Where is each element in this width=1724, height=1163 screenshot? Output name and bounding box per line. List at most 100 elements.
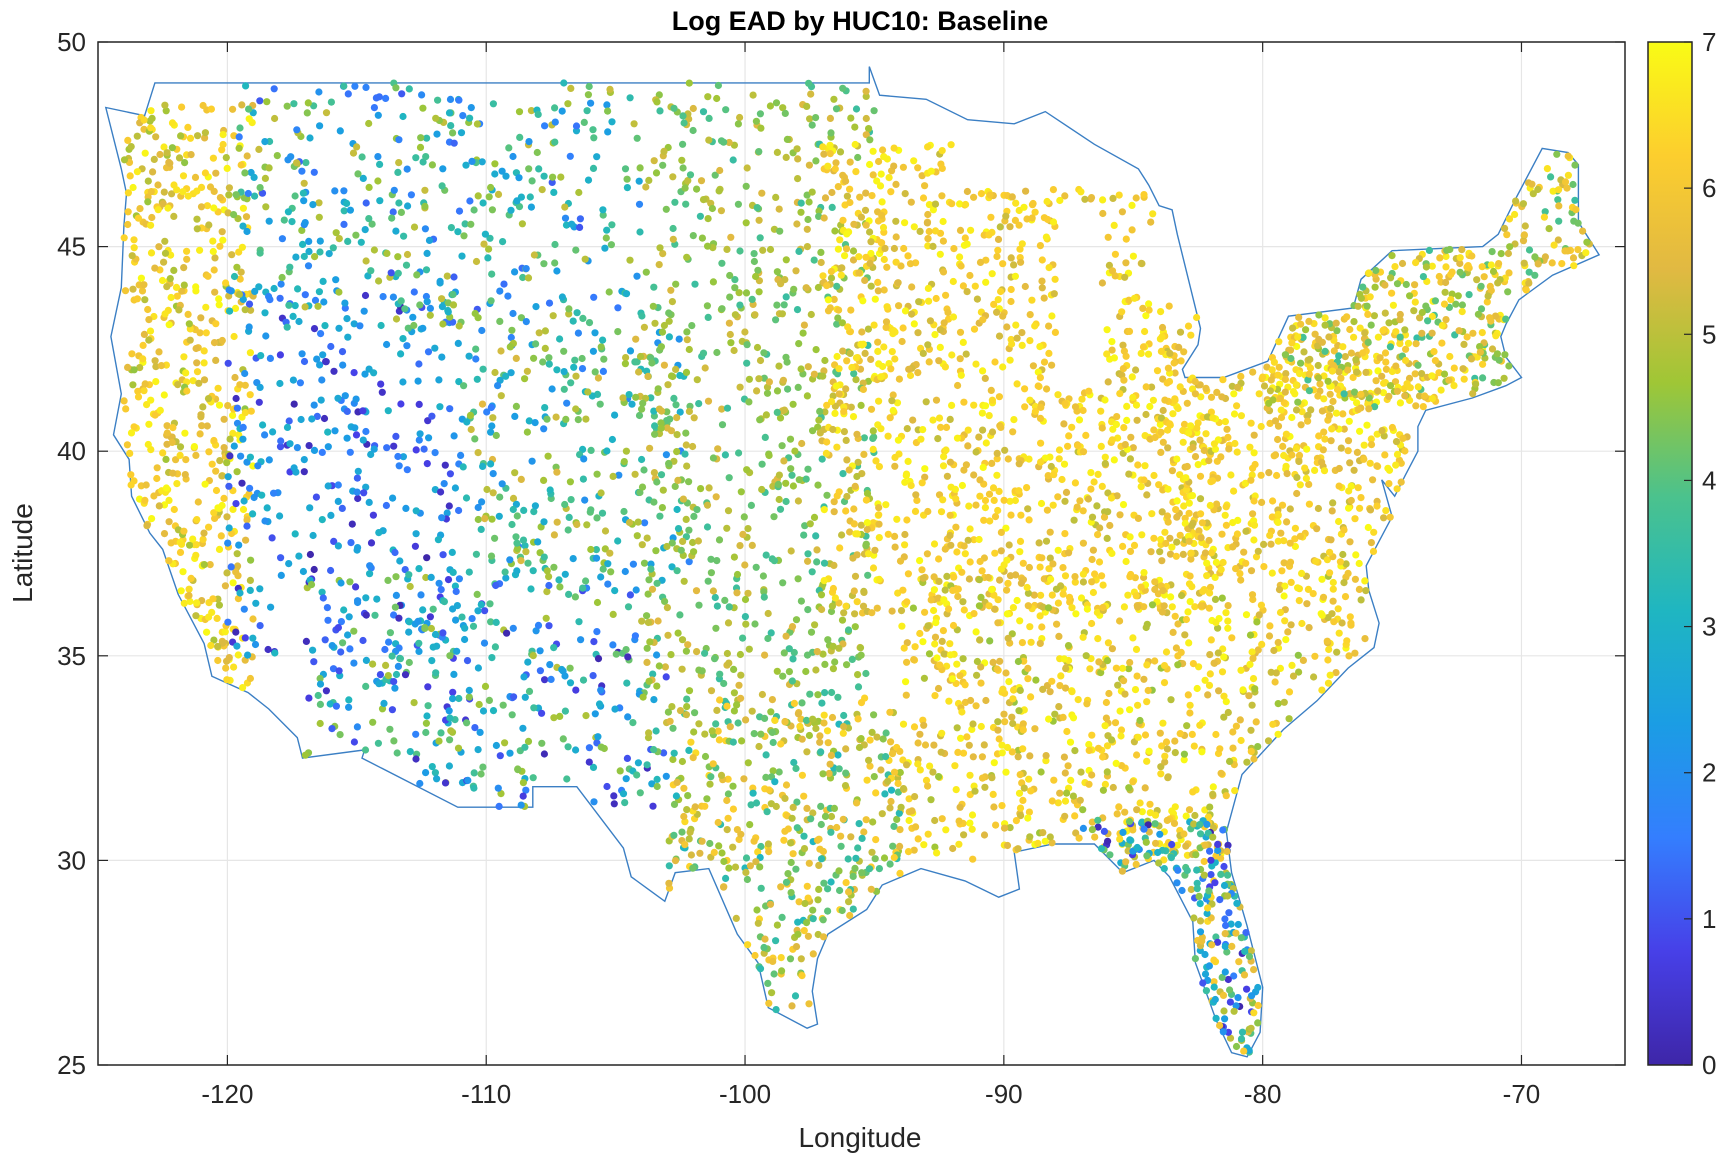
data-point <box>1303 600 1311 608</box>
data-point <box>852 105 861 113</box>
data-point <box>609 641 617 649</box>
data-point <box>780 836 788 844</box>
data-point <box>340 220 348 228</box>
data-point <box>168 438 176 446</box>
data-point <box>800 321 809 329</box>
data-point <box>316 122 324 130</box>
data-point <box>1079 633 1087 641</box>
data-point <box>693 376 701 384</box>
data-point <box>222 279 230 287</box>
data-point <box>755 375 763 383</box>
data-point <box>878 211 886 219</box>
data-point <box>1122 235 1130 243</box>
data-point <box>953 548 961 556</box>
data-point <box>1108 736 1116 744</box>
data-point <box>1088 578 1096 586</box>
data-point <box>678 757 687 766</box>
data-point <box>300 179 308 187</box>
data-point <box>445 109 454 117</box>
data-point <box>957 371 965 379</box>
data-point <box>973 657 982 666</box>
data-point <box>861 349 869 357</box>
data-point <box>1206 803 1214 811</box>
data-point <box>676 707 685 715</box>
data-point <box>1054 546 1062 554</box>
data-point <box>1136 799 1144 807</box>
data-point <box>144 305 152 314</box>
data-point <box>1009 719 1017 728</box>
data-point <box>1012 817 1021 825</box>
data-point <box>680 119 688 127</box>
data-point <box>1027 693 1035 701</box>
data-point <box>1108 346 1116 354</box>
data-point <box>1189 788 1197 796</box>
data-point <box>574 416 582 424</box>
data-point <box>564 100 572 108</box>
data-point <box>543 588 551 596</box>
data-point <box>639 399 647 407</box>
data-point <box>1093 502 1101 510</box>
data-point <box>1117 732 1125 740</box>
data-point <box>1121 690 1129 698</box>
data-point <box>496 493 504 501</box>
data-point <box>733 570 742 579</box>
data-point <box>374 739 382 747</box>
data-point <box>592 554 601 562</box>
data-point <box>192 344 200 353</box>
data-point <box>861 206 870 214</box>
data-point <box>896 869 904 878</box>
data-point <box>309 201 317 209</box>
data-point <box>214 656 222 665</box>
data-point <box>453 647 461 655</box>
data-point <box>1017 579 1025 587</box>
data-point <box>218 146 226 154</box>
data-point <box>184 310 192 318</box>
data-point <box>911 793 919 801</box>
data-point <box>509 505 517 514</box>
data-point <box>1226 757 1234 766</box>
data-point <box>392 591 400 600</box>
data-point <box>742 716 750 724</box>
data-point <box>436 277 444 285</box>
data-point <box>1087 469 1095 477</box>
data-point <box>751 311 759 319</box>
data-point <box>634 759 643 767</box>
data-point <box>803 225 811 233</box>
data-point <box>1049 218 1058 226</box>
data-point <box>1246 631 1255 639</box>
data-point <box>1248 648 1256 656</box>
data-point <box>711 655 719 663</box>
data-point <box>864 325 873 333</box>
data-point <box>1004 455 1012 463</box>
data-point <box>382 501 390 510</box>
data-point <box>775 768 783 776</box>
data-point <box>903 639 911 647</box>
data-point <box>1026 833 1034 841</box>
data-point <box>310 565 318 574</box>
data-point <box>890 244 899 253</box>
data-point <box>844 626 853 634</box>
data-point <box>159 449 167 457</box>
data-point <box>846 158 854 166</box>
data-point <box>703 795 711 803</box>
data-point <box>449 129 457 137</box>
data-point <box>474 503 482 512</box>
data-point <box>762 551 770 559</box>
data-point <box>489 707 498 715</box>
data-point <box>839 84 847 92</box>
data-point <box>866 160 874 169</box>
data-point <box>1101 396 1109 404</box>
data-point <box>488 515 496 523</box>
data-point <box>455 575 463 583</box>
data-point <box>723 404 732 412</box>
data-point <box>690 548 698 556</box>
data-point <box>1121 808 1129 816</box>
data-point <box>1289 672 1298 680</box>
data-point <box>548 178 556 186</box>
data-point <box>1148 601 1157 609</box>
data-point <box>1017 258 1025 266</box>
data-point <box>242 536 250 544</box>
data-point <box>1113 413 1121 421</box>
data-point <box>217 532 225 540</box>
